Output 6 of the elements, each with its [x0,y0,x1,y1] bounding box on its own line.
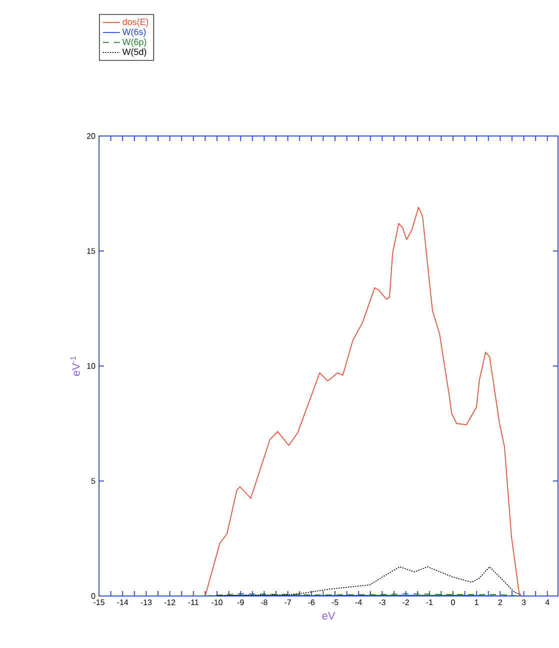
x-axis-title: eV [322,612,336,620]
legend-label: W(6s) [122,28,146,37]
legend-label: W(6p) [122,38,146,47]
legend-label: W(5d) [122,48,146,57]
legend-label: dos(E) [122,18,148,27]
y-axis-title: eV$^{-1}$ [70,356,80,376]
